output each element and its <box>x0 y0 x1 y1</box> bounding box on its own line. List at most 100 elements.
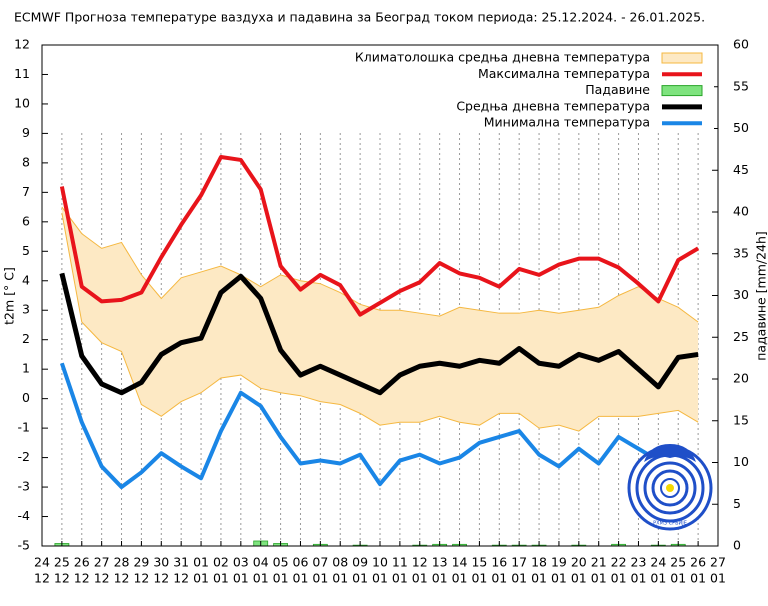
x-tick-month: 01 <box>471 571 487 586</box>
y2-tick-label: 50 <box>733 120 749 135</box>
legend-label: Средња дневна температура <box>456 98 650 113</box>
y2-tick-label: 40 <box>733 204 749 219</box>
y-tick-label: -1 <box>18 420 30 435</box>
x-tick-day: 23 <box>631 555 647 570</box>
x-tick-month: 01 <box>312 571 328 586</box>
x-tick-day: 02 <box>213 555 229 570</box>
logo: РХМЗ СРБИЈЕ <box>629 444 711 529</box>
x-tick-day: 31 <box>173 555 189 570</box>
x-tick-month: 01 <box>631 571 647 586</box>
y-tick-label: 11 <box>14 66 30 81</box>
y2-tick-label: 5 <box>733 496 741 511</box>
x-tick-day: 30 <box>153 555 169 570</box>
y2-tick-label: 45 <box>733 162 749 177</box>
x-tick-month: 01 <box>452 571 468 586</box>
x-tick-day: 21 <box>591 555 607 570</box>
y2-tick-label: 15 <box>733 412 749 427</box>
x-tick-month: 01 <box>352 571 368 586</box>
x-tick-day: 12 <box>412 555 428 570</box>
x-tick-month: 12 <box>94 571 110 586</box>
y-tick-label: -4 <box>18 508 31 523</box>
x-tick-day: 05 <box>273 555 289 570</box>
y-tick-label: 6 <box>22 213 30 228</box>
y-tick-label: 4 <box>22 272 30 287</box>
x-tick-month: 01 <box>650 571 666 586</box>
x-tick-day: 25 <box>54 555 70 570</box>
x-tick-day: 24 <box>34 555 50 570</box>
y-tick-label: -3 <box>18 479 30 494</box>
x-tick-day: 18 <box>531 555 547 570</box>
y-tick-label: 0 <box>22 390 30 405</box>
x-tick-month: 12 <box>133 571 149 586</box>
x-tick-day: 11 <box>392 555 408 570</box>
x-tick-month: 01 <box>372 571 388 586</box>
y2-axis-label: падавине [mm/24h] <box>754 231 768 361</box>
y-tick-label: 2 <box>22 331 30 346</box>
x-tick-day: 17 <box>511 555 527 570</box>
x-tick-day: 16 <box>491 555 507 570</box>
x-tick-month: 12 <box>173 571 189 586</box>
x-tick-day: 06 <box>293 555 309 570</box>
x-tick-month: 01 <box>273 571 289 586</box>
x-tick-month: 12 <box>74 571 90 586</box>
x-tick-month: 01 <box>611 571 627 586</box>
x-tick-month: 12 <box>34 571 50 586</box>
x-tick-day: 25 <box>670 555 686 570</box>
x-tick-day: 19 <box>551 555 567 570</box>
x-tick-day: 24 <box>650 555 666 570</box>
x-tick-month: 12 <box>153 571 169 586</box>
x-tick-day: 27 <box>94 555 110 570</box>
legend-swatch <box>662 53 702 63</box>
y-tick-label: 5 <box>22 243 30 258</box>
y2-tick-label: 35 <box>733 245 749 260</box>
y2-tick-label: 0 <box>733 538 741 553</box>
x-tick-day: 08 <box>332 555 348 570</box>
x-tick-month: 01 <box>213 571 229 586</box>
legend-label: Климатолошка средња дневна температура <box>355 50 650 65</box>
y-tick-label: -2 <box>18 449 30 464</box>
x-tick-month: 01 <box>511 571 527 586</box>
y2-tick-label: 10 <box>733 454 749 469</box>
legend-label: Падавине <box>585 82 650 97</box>
x-tick-day: 10 <box>372 555 388 570</box>
x-tick-month: 01 <box>293 571 309 586</box>
y-tick-label: 10 <box>14 95 30 110</box>
x-tick-day: 01 <box>193 555 209 570</box>
x-tick-day: 09 <box>352 555 368 570</box>
svg-text:РХМЗ СРБИЈЕ: РХМЗ СРБИЈЕ <box>653 521 687 527</box>
x-tick-month: 01 <box>392 571 408 586</box>
x-tick-month: 01 <box>332 571 348 586</box>
x-tick-day: 13 <box>432 555 448 570</box>
y-tick-label: -5 <box>18 538 30 553</box>
x-tick-month: 01 <box>690 571 706 586</box>
x-tick-month: 12 <box>54 571 70 586</box>
x-tick-day: 26 <box>74 555 90 570</box>
y2-tick-label: 30 <box>733 287 749 302</box>
x-tick-month: 12 <box>114 571 130 586</box>
x-tick-day: 14 <box>452 555 468 570</box>
y2-tick-label: 25 <box>733 329 749 344</box>
y-tick-label: 9 <box>22 125 30 140</box>
y2-tick-label: 60 <box>733 37 749 52</box>
x-tick-month: 01 <box>551 571 567 586</box>
legend-swatch <box>662 86 702 96</box>
chart-title: ECMWF Прогноза температуре ваздуха и пад… <box>14 10 705 25</box>
x-tick-month: 01 <box>591 571 607 586</box>
y-tick-label: 8 <box>22 154 30 169</box>
x-tick-day: 22 <box>611 555 627 570</box>
x-tick-day: 26 <box>690 555 706 570</box>
x-tick-day: 20 <box>571 555 587 570</box>
y2-tick-label: 55 <box>733 78 749 93</box>
y-axis-label: t2m [° C] <box>2 267 17 325</box>
x-tick-month: 01 <box>412 571 428 586</box>
x-tick-month: 01 <box>193 571 209 586</box>
x-tick-month: 01 <box>670 571 686 586</box>
x-tick-month: 01 <box>491 571 507 586</box>
y-tick-label: 3 <box>22 302 30 317</box>
y-tick-label: 12 <box>14 37 30 52</box>
legend-label: Максимална температура <box>478 66 650 81</box>
x-tick-month: 01 <box>233 571 249 586</box>
y2-tick-label: 20 <box>733 371 749 386</box>
